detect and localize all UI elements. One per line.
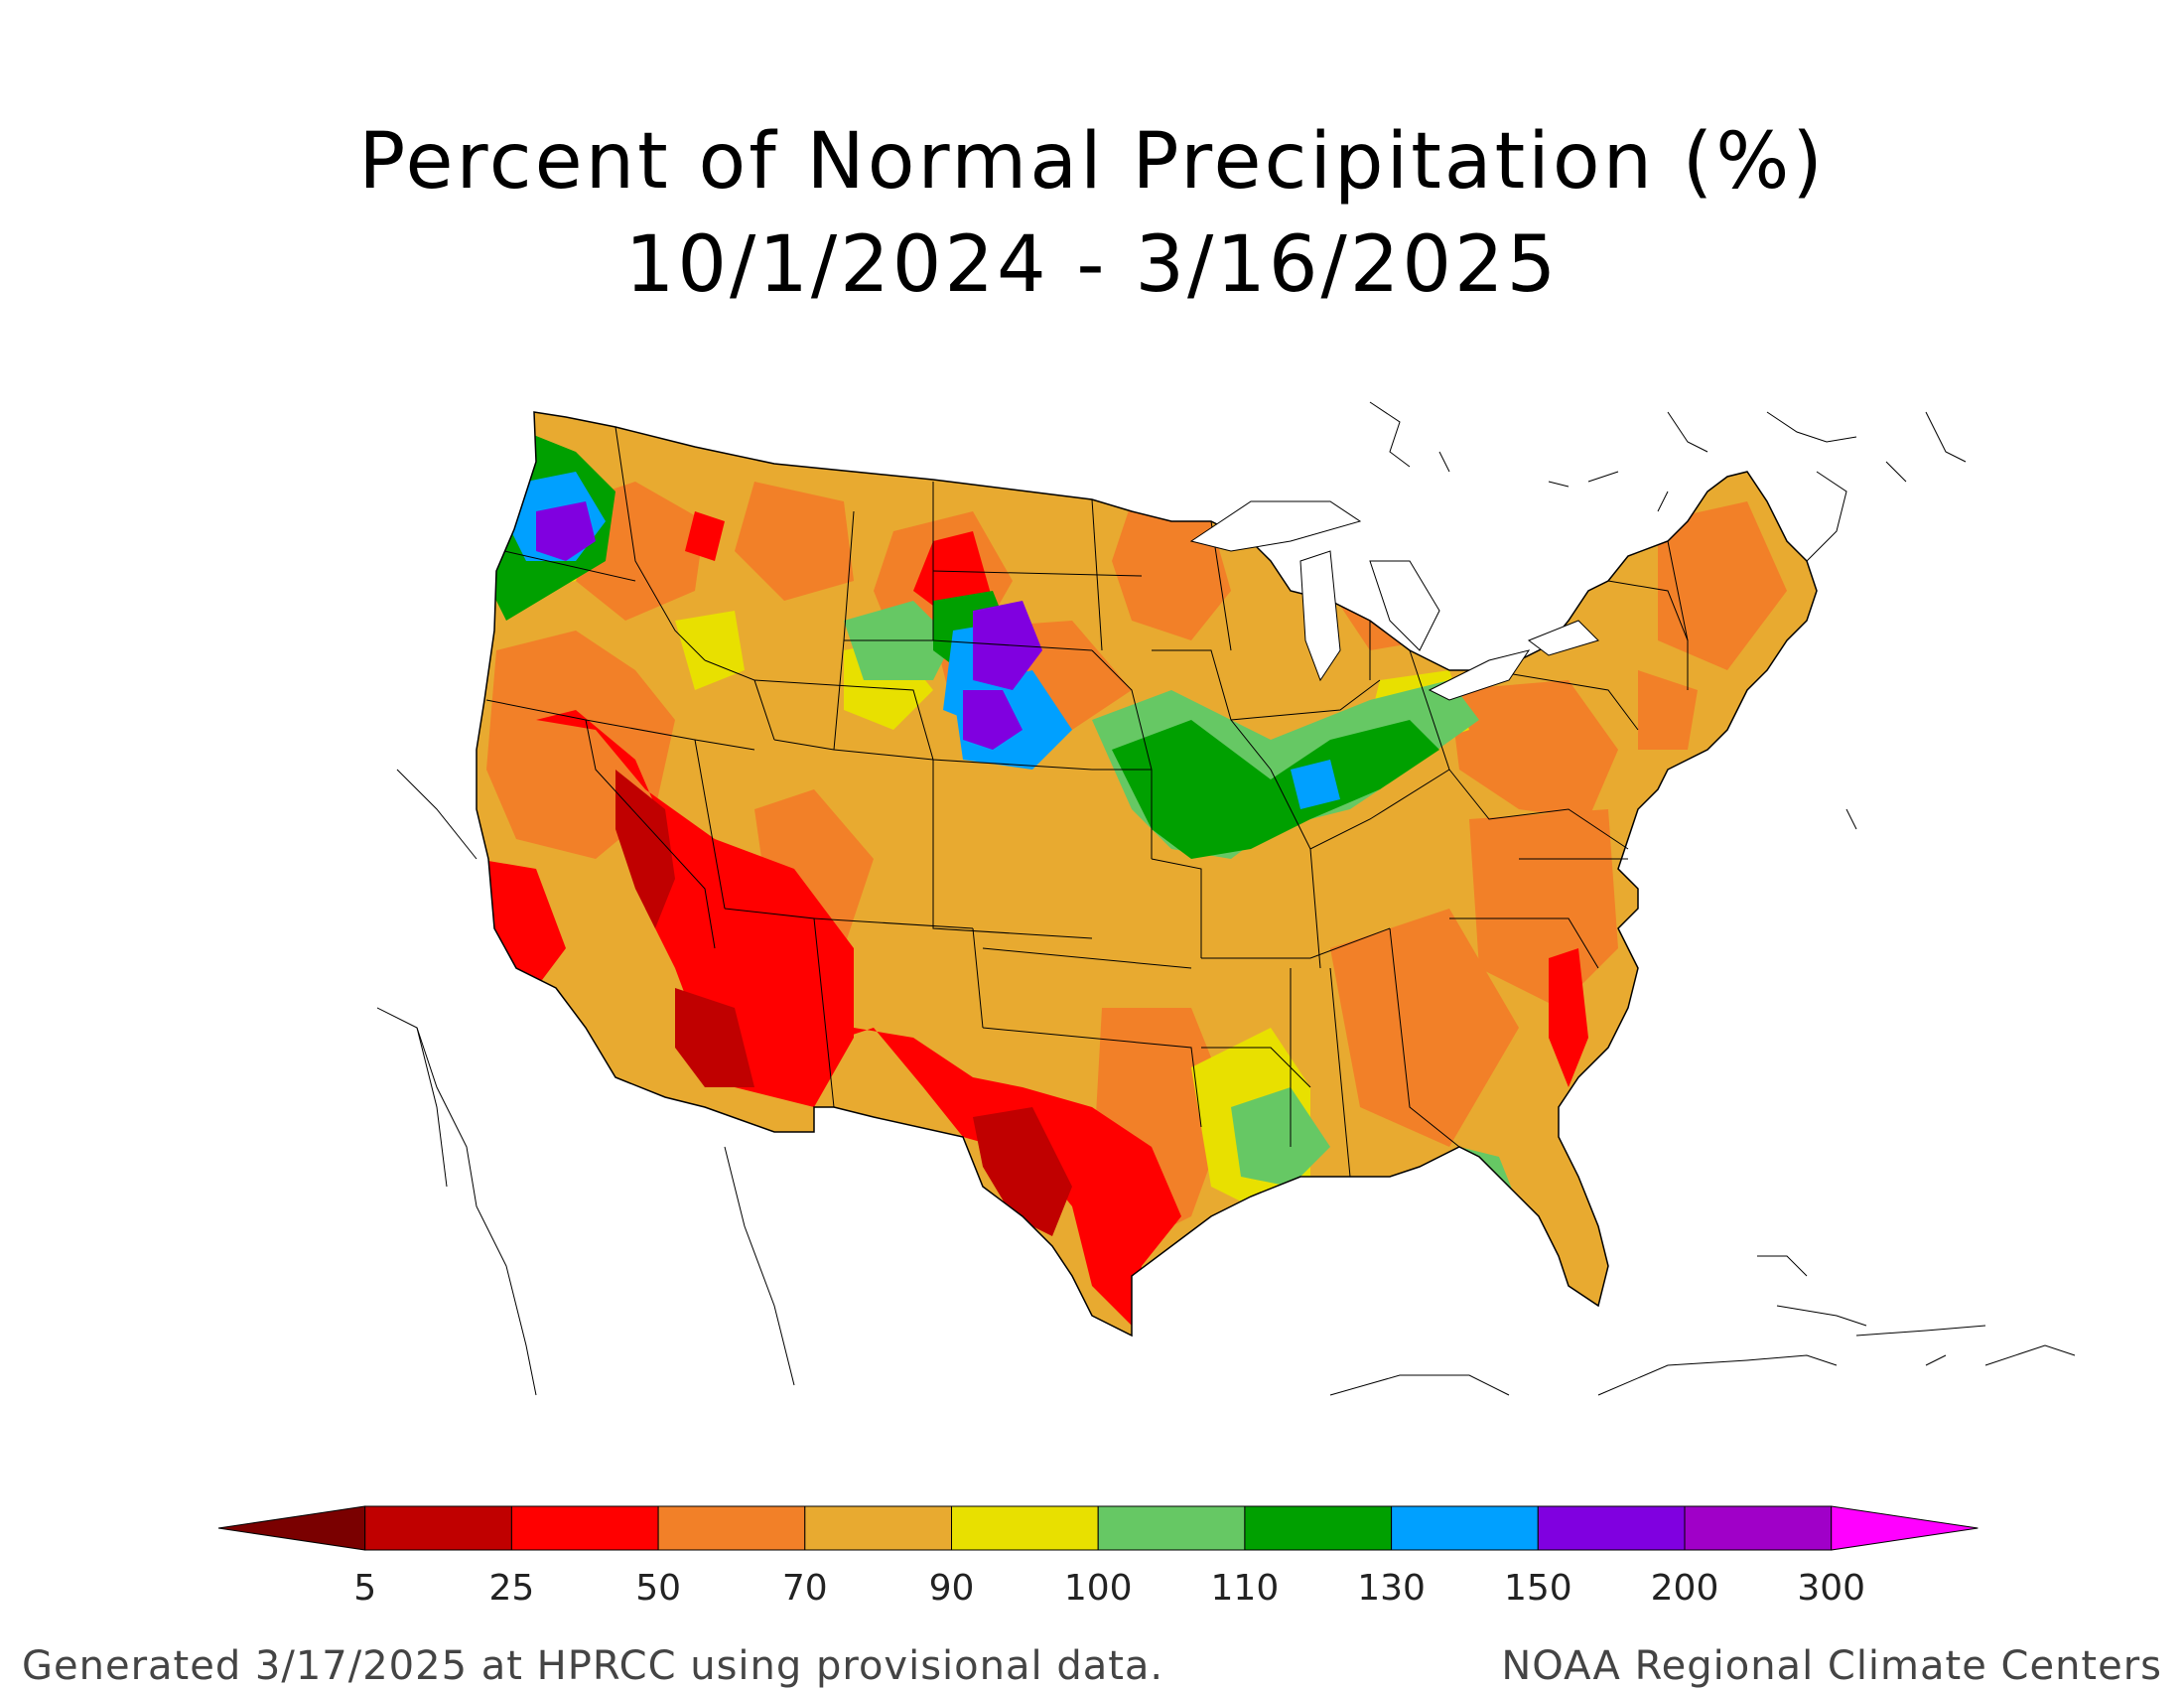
us-outline xyxy=(476,411,1818,1337)
canada-coastline xyxy=(1369,401,1967,562)
legend-bin xyxy=(1831,1505,1979,1551)
great-lakes xyxy=(1189,500,1599,701)
precipitation-map xyxy=(377,401,2076,1396)
legend-tick-label: 130 xyxy=(1357,1568,1426,1609)
map-title: Percent of Normal Precipitation (%) xyxy=(358,117,1826,207)
legend-bin xyxy=(1097,1505,1246,1551)
legend-bin xyxy=(1537,1505,1686,1551)
texas-dry-region xyxy=(814,1028,1181,1326)
legend-bin xyxy=(657,1505,806,1551)
ohio-valley-wet-region xyxy=(1112,720,1439,859)
legend-tick-label: 100 xyxy=(1064,1568,1133,1609)
southwest-dry-region xyxy=(536,710,854,1107)
legend-bin xyxy=(364,1505,512,1551)
legend-bin xyxy=(1244,1505,1393,1551)
legend-bin xyxy=(1684,1505,1833,1551)
source-credit: NOAA Regional Climate Centers xyxy=(1501,1643,2162,1689)
legend-bin xyxy=(951,1505,1099,1551)
color-legend: 5 25 50 70 90 100 110 130 150 200 300 xyxy=(217,1505,1979,1609)
generated-note: Generated 3/17/2025 at HPRCC using provi… xyxy=(22,1643,1164,1689)
legend-tick-label: 200 xyxy=(1651,1568,1719,1609)
neighbor-coastlines xyxy=(377,769,2076,1396)
legend-bin xyxy=(217,1505,366,1551)
legend-tick-label: 110 xyxy=(1211,1568,1280,1609)
legend-bin xyxy=(1391,1505,1539,1551)
legend-tick-label: 90 xyxy=(929,1568,975,1609)
legend-tick-label: 70 xyxy=(782,1568,828,1609)
legend-tick-label: 300 xyxy=(1797,1568,1865,1609)
legend-bin xyxy=(510,1505,659,1551)
map-date-range: 10/1/2024 - 3/16/2025 xyxy=(624,220,1560,310)
legend-tick-label: 25 xyxy=(488,1568,534,1609)
legend-tick-label: 50 xyxy=(635,1568,681,1609)
state-boundaries xyxy=(485,426,1689,1178)
legend-tick-label: 5 xyxy=(353,1568,376,1609)
legend-tick-label: 150 xyxy=(1504,1568,1572,1609)
legend-bin xyxy=(804,1505,952,1551)
